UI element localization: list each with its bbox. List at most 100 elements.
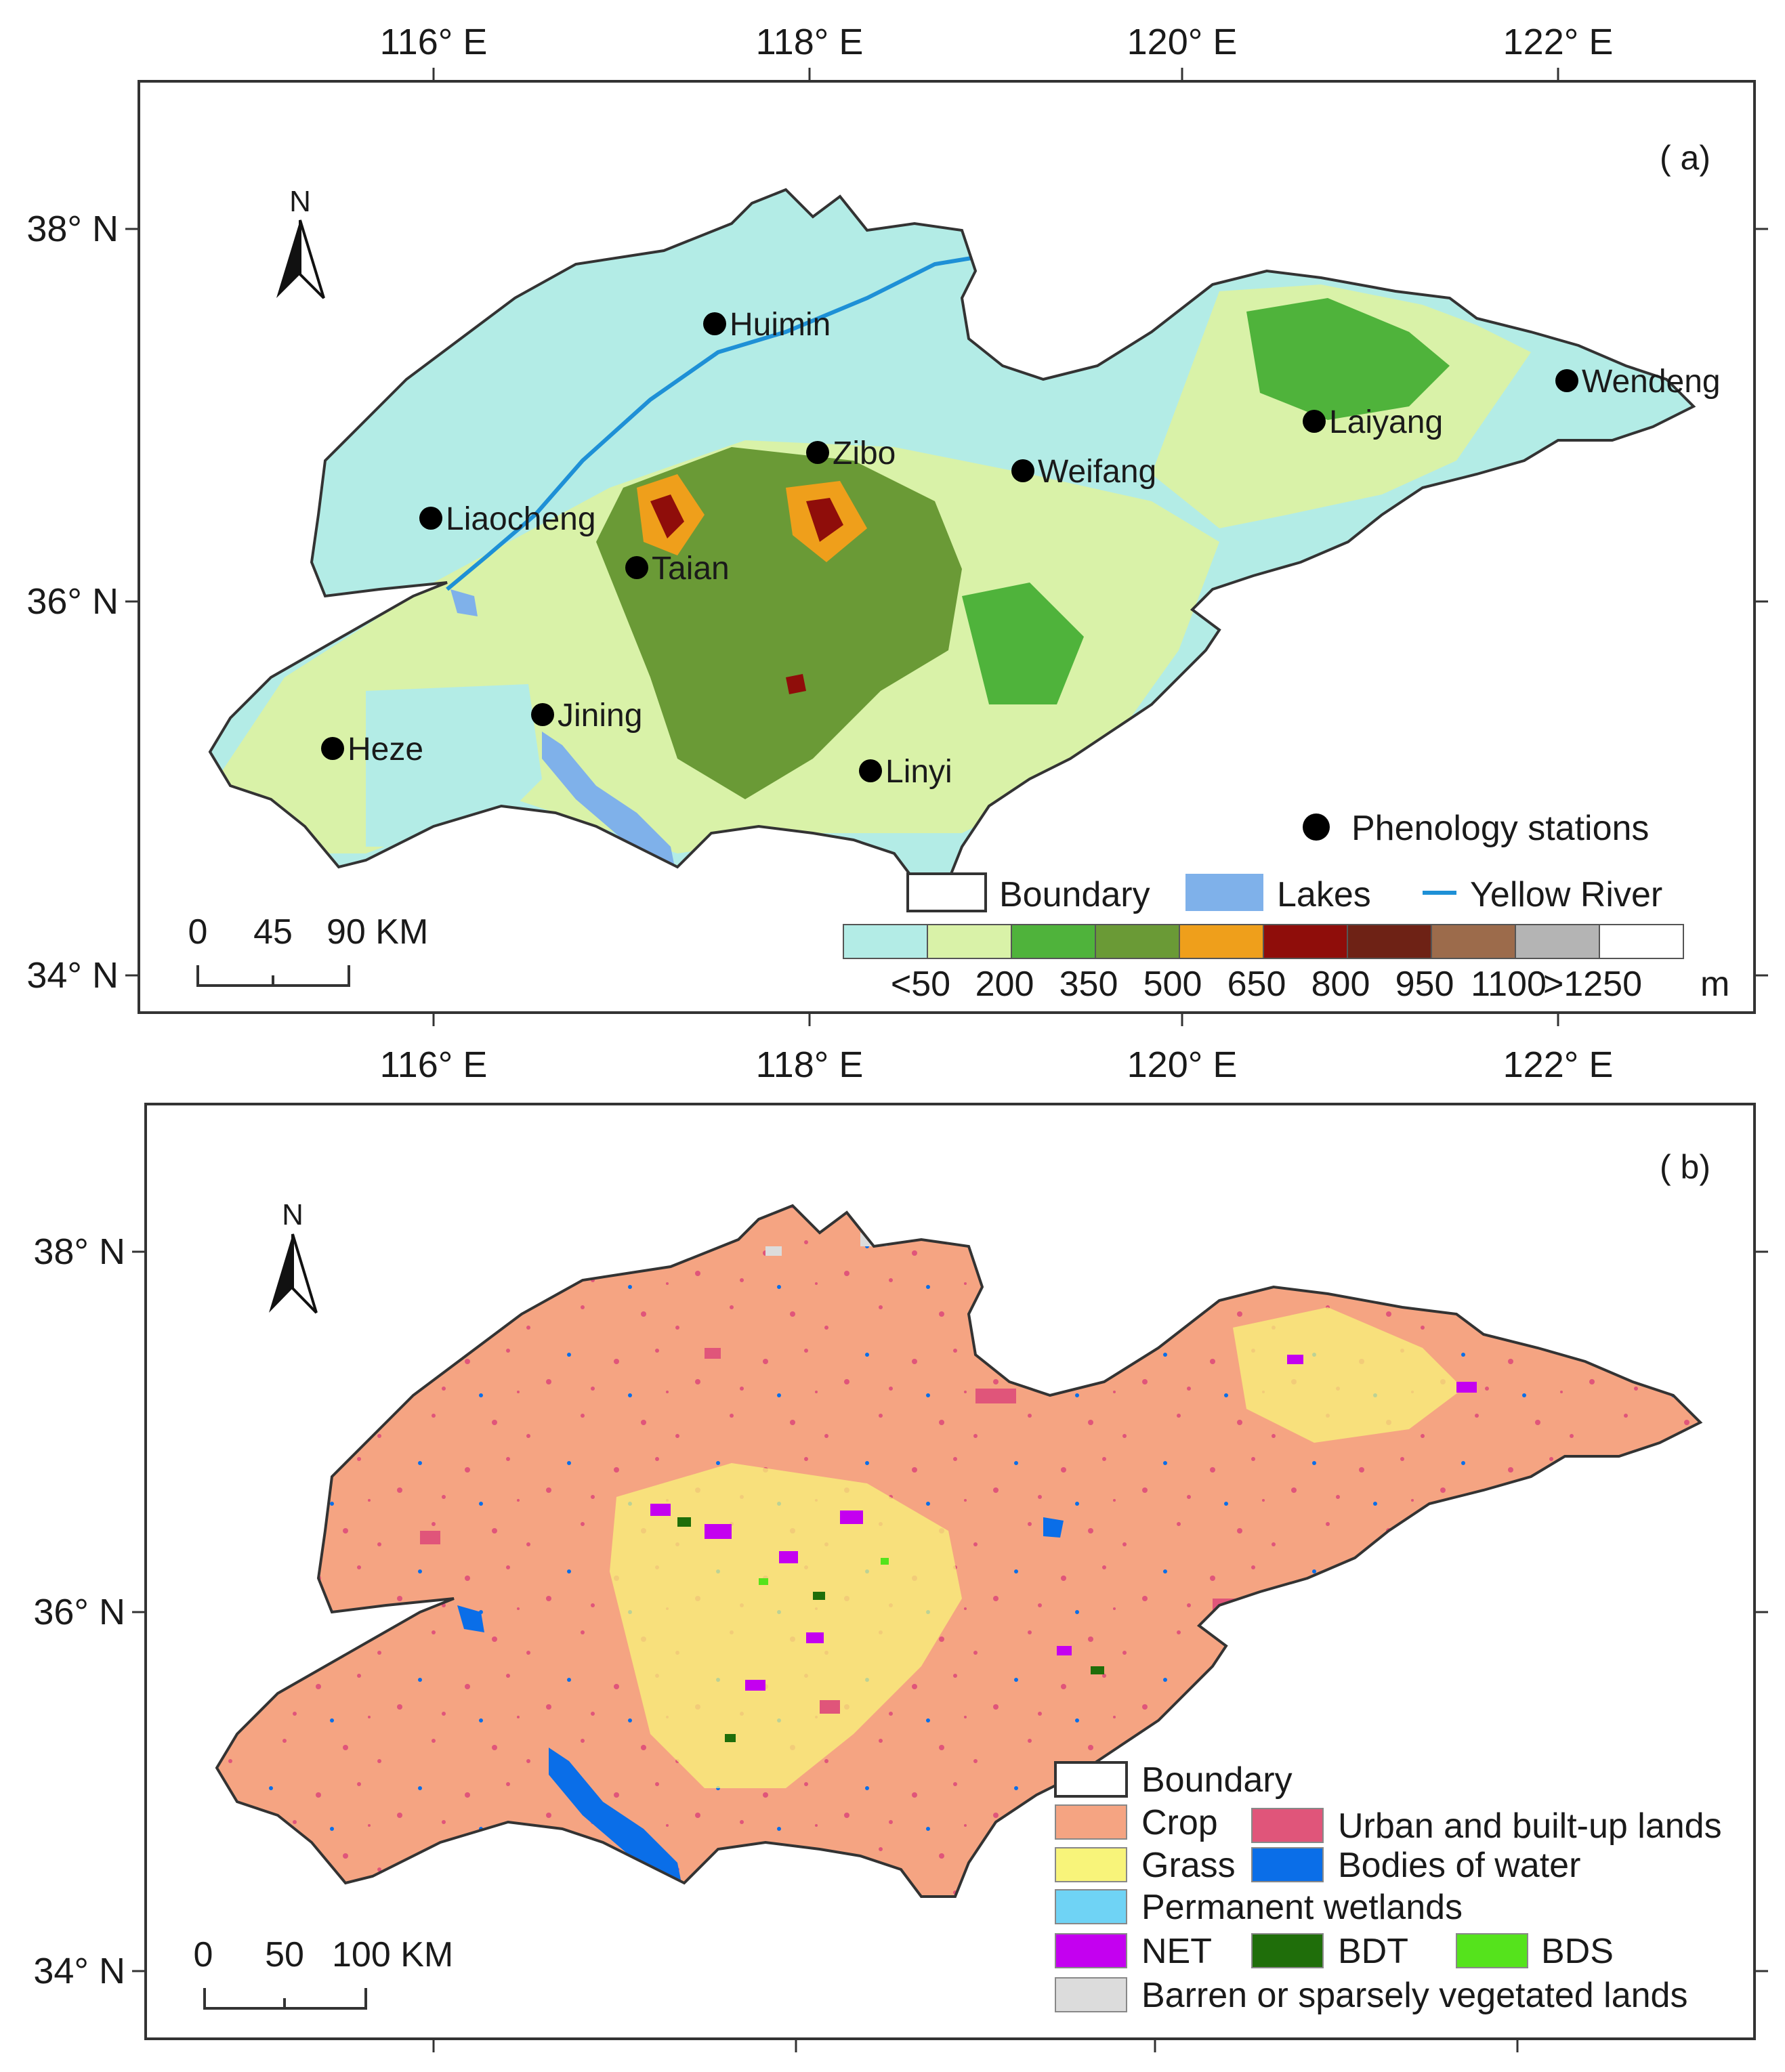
elevation-swatch <box>1263 924 1348 959</box>
legend-boundary-label: Boundary <box>1141 1760 1293 1800</box>
north-arrow-label: N <box>282 1198 303 1231</box>
elevation-tick-label: 500 <box>1143 965 1202 1004</box>
legend-river-label: Yellow River <box>1470 875 1662 914</box>
bds-patches <box>759 1558 889 1585</box>
mountain-summits <box>650 494 843 694</box>
station-label: Taian <box>652 551 730 587</box>
hill-zone-south <box>962 583 1084 704</box>
scale-label: 50 <box>265 1935 304 1974</box>
legend-net-label: NET <box>1141 1932 1212 1971</box>
station-marker <box>703 312 726 335</box>
left-tick-label: 36° N <box>33 1592 125 1632</box>
bottom-tick-label: 122° E <box>1503 1044 1614 1085</box>
legend-station-marker <box>1303 813 1330 841</box>
scale-bar-a: 0 45 90 KM <box>188 912 428 987</box>
elevation-tick-label: 950 <box>1395 965 1454 1004</box>
legend-boundary-swatch <box>1054 1761 1128 1798</box>
top-tick-label: 118° E <box>756 22 864 62</box>
left-tick-label: 34° N <box>33 1951 125 1991</box>
station-marker <box>806 441 829 464</box>
panel-a-left-ticks: 38° N 36° N 34° N <box>26 209 1768 996</box>
legend-crop-label: Crop <box>1141 1803 1218 1842</box>
water-weishan <box>549 1748 684 1897</box>
legend-barren-label: Barren or sparsely vegetated lands <box>1141 1976 1687 2015</box>
legend-boundary-label: Boundary <box>999 875 1150 914</box>
elevation-swatch <box>1431 924 1516 959</box>
elevation-swatch <box>1347 924 1432 959</box>
landcover-map <box>215 1204 1702 1898</box>
elevation-swatch <box>927 924 1012 959</box>
elevation-swatch <box>1599 924 1684 959</box>
station-label: Laiyang <box>1329 404 1443 440</box>
elevation-tick-label: 200 <box>975 965 1034 1004</box>
legend-bdt-label: BDT <box>1338 1932 1408 1971</box>
elevation-colorbar <box>843 924 1684 959</box>
station-label: Huimin <box>730 307 831 343</box>
elevation-map <box>209 188 1695 882</box>
panel-a-bottom-ticks: 116° E 118° E 120° E 122° E <box>380 1013 1614 1085</box>
bottom-tick-label: 116° E <box>380 1044 488 1085</box>
legend-stations-label: Phenology stations <box>1351 809 1649 848</box>
station-label: Heze <box>348 732 423 767</box>
scale-label: 0 <box>188 912 208 952</box>
net-patches <box>650 1355 1477 1691</box>
scale-label: 0 <box>194 1935 213 1974</box>
legend-grass-label: Grass <box>1141 1846 1236 1885</box>
bdt-patches <box>677 1517 1104 1742</box>
north-arrow-label: N <box>289 185 311 218</box>
scale-label: 45 <box>253 912 293 952</box>
hill-zone-east <box>1246 298 1450 420</box>
top-tick-label: 116° E <box>380 22 488 62</box>
legend-crop-swatch <box>1055 1804 1127 1840</box>
elevation-swatch <box>843 924 928 959</box>
water-reservoir <box>1043 1517 1064 1538</box>
station-marker <box>625 556 648 579</box>
station-label: Zibo <box>833 436 896 471</box>
station-marker <box>1011 459 1034 482</box>
elevation-tick-label: 1100 <box>1471 965 1547 1004</box>
left-tick-label: 38° N <box>26 209 119 249</box>
top-tick-label: 122° E <box>1503 22 1614 62</box>
legend-water-label: Bodies of water <box>1338 1846 1580 1885</box>
station-label: Linyi <box>885 754 952 790</box>
station-marker <box>419 507 442 530</box>
scale-label: 90 KM <box>327 912 428 952</box>
grass-zone-east <box>1233 1307 1463 1443</box>
station-marker <box>321 737 344 760</box>
legend-lakes-label: Lakes <box>1277 875 1371 914</box>
left-tick-label: 36° N <box>26 581 119 622</box>
legend-water-swatch <box>1251 1847 1324 1882</box>
legend-net-swatch <box>1055 1933 1127 1968</box>
elevation-swatch <box>1515 924 1600 959</box>
elevation-colorbar-labels: <50 200 350 500 650 800 950 1100>1250 <box>891 965 1642 1004</box>
elevation-tick-label: 650 <box>1227 965 1286 1004</box>
station-marker <box>1555 369 1578 392</box>
legend-bdt-swatch <box>1251 1933 1324 1968</box>
legend-barren-swatch <box>1055 1977 1127 2012</box>
panel-a-label: ( a) <box>1660 139 1710 177</box>
lake-weishan <box>542 732 677 881</box>
elevation-tick-label: <50 <box>891 965 950 1004</box>
legend-a: Phenology stations Boundary Lakes Yellow… <box>843 809 1729 1004</box>
legend-urban-label: Urban and built-up lands <box>1338 1806 1722 1846</box>
panel-b-label: ( b) <box>1660 1148 1710 1186</box>
elevation-unit: m <box>1700 965 1729 1004</box>
station-label: Liaocheng <box>446 501 596 537</box>
legend-urban-swatch <box>1251 1808 1324 1843</box>
elevation-tick-label: >1250 <box>1543 965 1642 1004</box>
phenology-stations: Huimin Zibo Weifang Laiyang Wendeng Liao… <box>321 307 1721 790</box>
legend-bds-label: BDS <box>1541 1932 1614 1971</box>
north-arrow-icon: N <box>276 185 325 299</box>
station-marker <box>1303 410 1326 433</box>
elevation-tick-label: 350 <box>1059 965 1118 1004</box>
mountain-peaks <box>637 474 867 562</box>
panel-b: 38° N 36° N 34° N ( b) N <box>33 1103 1768 2052</box>
lake-dongping <box>450 589 478 616</box>
station-label: Weifang <box>1038 454 1156 490</box>
legend-b: Boundary Crop Urban and built-up lands G… <box>1054 1760 1722 2015</box>
grass-zone <box>610 1463 962 1788</box>
yellow-river <box>446 255 976 591</box>
scale-bar-b: 0 50 100 KM <box>194 1935 453 2010</box>
scale-label: 100 KM <box>332 1935 453 1974</box>
station-label: Wendeng <box>1582 364 1721 400</box>
